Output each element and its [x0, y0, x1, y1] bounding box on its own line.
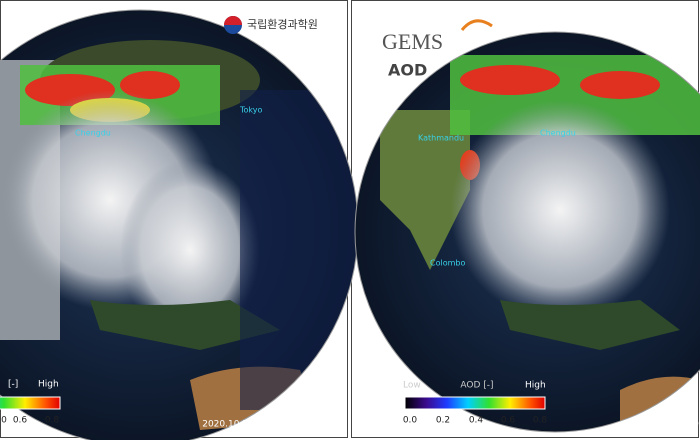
timestamp: 2020.10.20 10:45 ~ 11:15 [202, 420, 322, 430]
colorbar-tick: 0 [1, 416, 7, 426]
logo-icon [224, 16, 242, 25]
colorbar-tick: 0.4 [469, 416, 484, 426]
right-globe-edge [354, 31, 700, 433]
right-globe [355, 32, 700, 432]
colorbar-high: High [38, 380, 59, 390]
colorbar-low: Low [403, 381, 421, 391]
city-label: Chengdu [540, 129, 576, 138]
colorbar [0, 396, 61, 410]
gems-logo: GEMS [382, 29, 443, 54]
city-label: Colombo [430, 259, 465, 268]
colorbar-tick: 0.2 [436, 416, 450, 426]
city-label: Kathmandu [418, 134, 464, 143]
colorbar-tick: 0.6 [13, 416, 28, 426]
timestamp: 2020.10.2 [676, 420, 700, 430]
colorbar-unit: [-] [8, 380, 18, 390]
colorbar [404, 396, 546, 410]
city-label: Tokyo [239, 106, 263, 115]
colorbar-title: AOD [-] [460, 381, 493, 391]
colorbar-tick: 0.6 [501, 416, 516, 426]
colorbar-tick: 0.8 [533, 416, 548, 426]
product-label: AOD [388, 61, 427, 80]
colorbar-tick: 0.8 [45, 416, 60, 426]
left-globe [0, 10, 358, 440]
logo-text: 국립환경과학원 [247, 18, 318, 31]
gems-logo-arc [460, 19, 493, 31]
city-label: Chengdu [75, 129, 111, 138]
colorbar-high: High [525, 381, 546, 391]
colorbar-tick: 0.0 [403, 416, 418, 426]
